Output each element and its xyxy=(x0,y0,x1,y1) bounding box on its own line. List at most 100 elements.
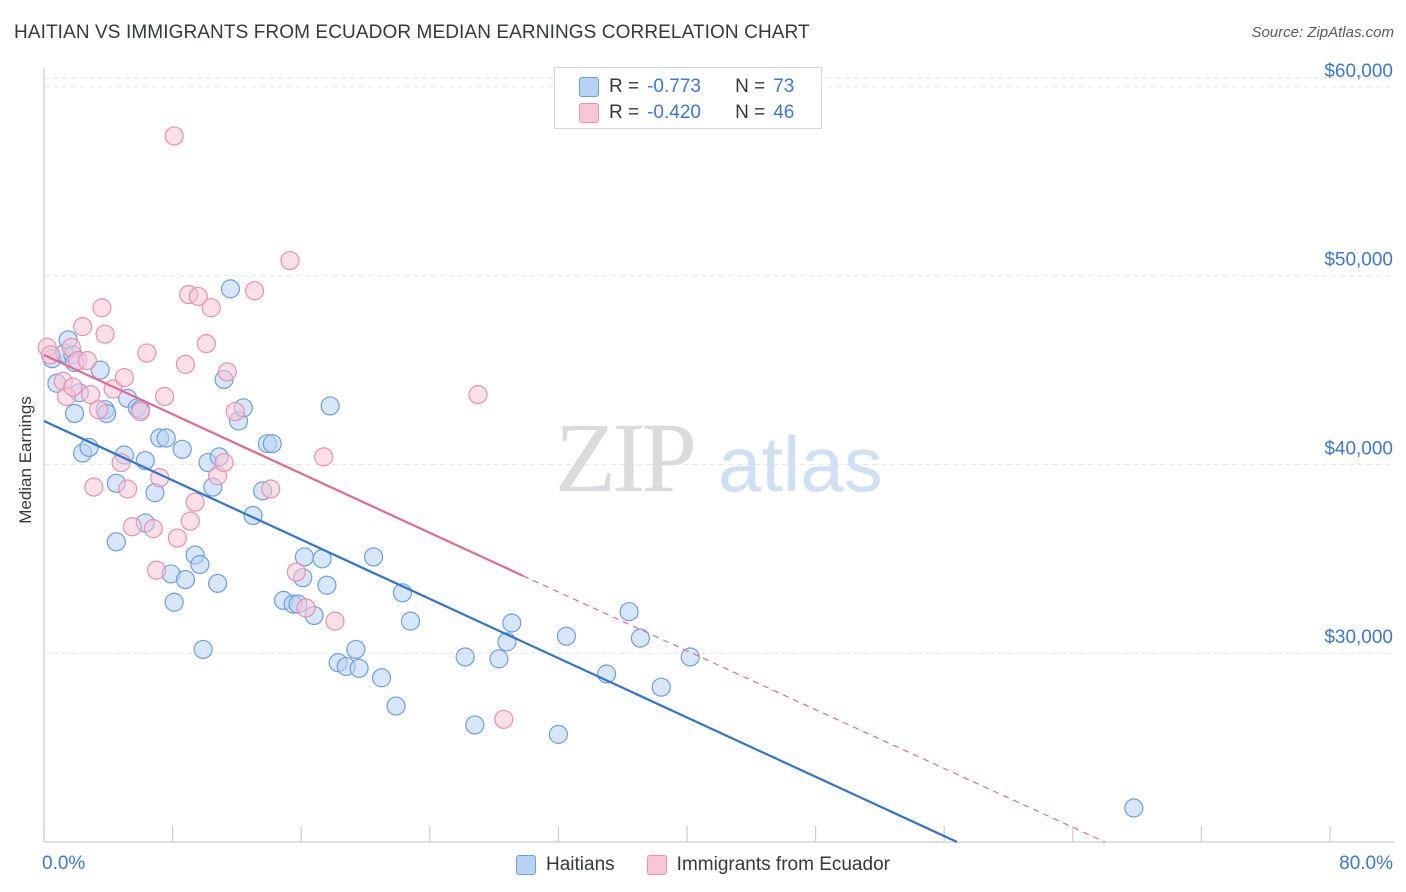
ecuador-point xyxy=(188,286,208,307)
haitian-point xyxy=(175,569,196,590)
haitian-point xyxy=(220,279,241,299)
haitian-point xyxy=(208,573,228,593)
ecuador-point xyxy=(261,479,281,499)
ecuador-point xyxy=(154,386,175,407)
x-tick-label: 0.0% xyxy=(42,853,85,874)
haitians-swatch xyxy=(579,77,599,97)
legend-row-ecuador: R = -0.420 N = 46 xyxy=(579,101,845,125)
correlation-legend: R = -0.773 N = 73 R = -0.420 N = 46 xyxy=(554,67,822,129)
ecuador-points xyxy=(37,126,514,729)
ecuador-point xyxy=(196,334,216,354)
haitian-point xyxy=(172,439,192,459)
haitian-point xyxy=(363,547,384,567)
haitian-point xyxy=(156,428,176,448)
haitian-point xyxy=(193,639,213,660)
trend-line-haitians xyxy=(43,420,958,843)
watermark: ZIP atlas xyxy=(555,402,883,513)
ecuador-point xyxy=(214,452,234,473)
ecuador-point xyxy=(81,384,101,405)
x-tick-label: 80.0% xyxy=(1339,853,1393,874)
ecuador-point xyxy=(84,477,104,497)
ecuador-point xyxy=(122,517,143,537)
haitians-legend-swatch xyxy=(516,855,537,875)
r-value: -0.773 xyxy=(647,76,701,97)
ecuador-legend-swatch xyxy=(646,855,667,875)
source-credit: Source: ZipAtlas.com xyxy=(1251,24,1394,41)
ecuador-point xyxy=(146,560,167,580)
haitian-point xyxy=(164,592,184,612)
n-label: N = xyxy=(735,102,766,123)
haitian-point xyxy=(489,649,509,669)
legend-item-ecuador[interactable]: Immigrants from Ecuador xyxy=(646,854,890,876)
ecuador-point xyxy=(77,351,98,371)
ecuador-point xyxy=(280,250,300,271)
trend-extension-ecuador xyxy=(522,575,1106,843)
y-tick-label: $60,000 xyxy=(1324,61,1393,82)
watermark-atlas: atlas xyxy=(718,420,883,508)
ecuador-point xyxy=(468,384,488,405)
haitian-point xyxy=(556,626,577,646)
ecuador-point xyxy=(201,298,221,318)
legend-label-haitians: Haitians xyxy=(546,854,615,875)
n-value: 73 xyxy=(773,76,795,97)
haitian-point xyxy=(502,613,522,633)
haitian-point xyxy=(317,575,337,595)
y-tick-label: $50,000 xyxy=(1324,250,1393,271)
r-label: R = xyxy=(609,76,640,97)
haitian-point xyxy=(548,724,569,744)
axes xyxy=(43,68,1394,843)
haitian-point xyxy=(320,396,340,416)
y-tick-label: $30,000 xyxy=(1324,627,1393,648)
watermark-zip: ZIP xyxy=(555,402,693,513)
haitian-point xyxy=(64,403,85,424)
ecuador-point xyxy=(286,562,306,582)
r-value: -0.420 xyxy=(647,102,701,123)
chart-title: HAITIAN VS IMMIGRANTS FROM ECUADOR MEDIA… xyxy=(14,22,810,43)
gridlines xyxy=(44,77,1394,654)
ecuador-point xyxy=(72,317,93,337)
haitian-point xyxy=(386,696,406,716)
ecuador-point xyxy=(314,447,334,467)
tick-labels: $30,000 $40,000 $50,000 $60,000 0.0% 80.0% xyxy=(42,61,1393,874)
haitian-point xyxy=(1124,798,1144,818)
haitians-points xyxy=(42,279,1144,818)
ecuador-point xyxy=(92,298,112,318)
series-legend: Haitians Immigrants from Ecuador xyxy=(0,852,1406,878)
r-label: R = xyxy=(609,102,640,123)
trend-lines xyxy=(43,353,1106,843)
y-tick-label: $40,000 xyxy=(1324,438,1393,459)
legend-item-haitians[interactable]: Haitians xyxy=(516,854,615,876)
ecuador-point xyxy=(117,479,138,499)
n-value: 46 xyxy=(773,102,795,123)
haitian-point xyxy=(90,360,110,380)
ecuador-point xyxy=(244,281,265,301)
ecuador-point xyxy=(494,709,514,729)
ecuador-point xyxy=(137,343,157,363)
ecuador-point xyxy=(95,324,115,344)
ecuador-point xyxy=(175,354,196,374)
haitian-point xyxy=(262,434,282,454)
haitian-point xyxy=(630,628,650,648)
haitian-point xyxy=(455,647,475,667)
ecuador-point xyxy=(296,598,316,618)
haitian-point xyxy=(680,647,700,667)
haitian-point xyxy=(619,602,639,622)
n-label: N = xyxy=(735,76,766,97)
ecuador-swatch xyxy=(579,103,599,123)
ecuador-point xyxy=(89,400,109,420)
ecuador-point xyxy=(180,511,200,531)
ecuador-point xyxy=(130,401,151,422)
ecuador-point xyxy=(225,401,245,422)
haitian-point xyxy=(349,658,369,678)
haitian-point xyxy=(651,677,671,697)
haitian-point xyxy=(346,639,366,660)
ecuador-point xyxy=(164,126,184,146)
legend-label-ecuador: Immigrants from Ecuador xyxy=(676,854,890,875)
ecuador-point xyxy=(167,528,188,548)
ecuador-point xyxy=(143,519,163,539)
haitian-point xyxy=(465,715,485,735)
trend-line-ecuador xyxy=(43,353,524,577)
haitian-point xyxy=(190,554,210,575)
ecuador-point xyxy=(185,492,205,512)
